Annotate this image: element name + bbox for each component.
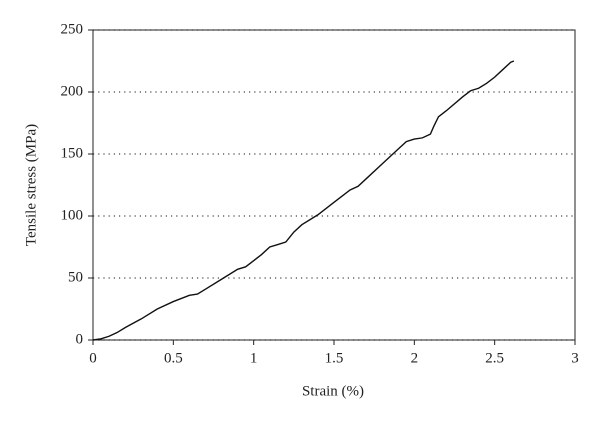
y-tick-label: 50 [68,269,83,285]
x-tick-label: 1 [250,350,258,366]
y-tick-label: 0 [76,331,84,347]
y-tick-label: 250 [61,21,84,37]
x-tick-label: 2.5 [485,350,504,366]
data-line [92,60,515,341]
y-tick-label: 100 [61,207,84,223]
x-tick-label: 2 [411,350,419,366]
x-tick-label: 0.5 [164,350,183,366]
y-tick-label: 200 [61,83,84,99]
x-tick-label: 3 [571,350,579,366]
y-tick-label: 150 [61,145,84,161]
plot-frame [92,29,576,341]
x-axis-label: Strain (%) [302,383,364,399]
x-tick-label: 0 [89,350,97,366]
y-axis-label: Tensile stress (MPa) [23,124,39,246]
x-tick-label: 1.5 [325,350,344,366]
